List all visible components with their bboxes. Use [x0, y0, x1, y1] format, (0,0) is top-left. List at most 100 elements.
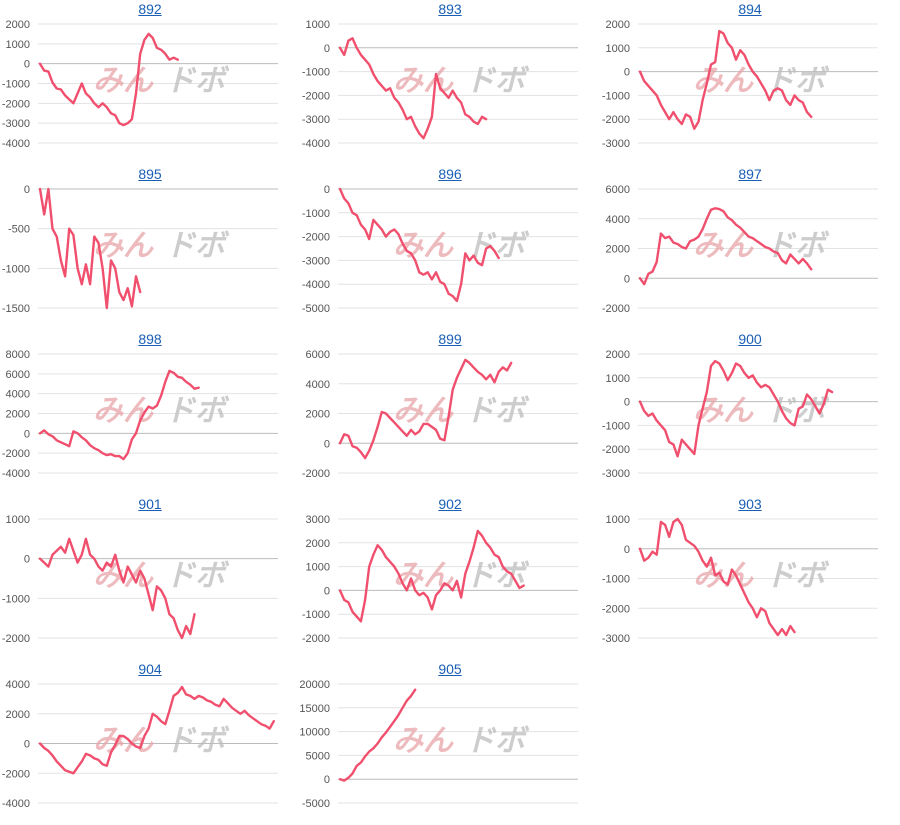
watermark: みん ドボ [93, 64, 230, 99]
y-tick-label: 0 [324, 774, 330, 786]
y-tick-label: -5000 [302, 303, 330, 315]
y-tick-label: 0 [324, 43, 330, 55]
svg-text:ドボ: ドボ [465, 64, 530, 99]
svg-text:みん: みん [93, 724, 154, 759]
chart-title-link[interactable]: 903 [738, 496, 762, 512]
y-tick-label: 0 [624, 544, 630, 556]
y-tick-label: -1000 [2, 593, 30, 605]
y-tick-label: 10000 [299, 727, 330, 739]
y-tick-label: -1000 [302, 67, 330, 79]
series-line [638, 359, 834, 458]
y-tick-label: -4000 [2, 138, 30, 150]
y-tick-label: -2000 [2, 768, 30, 780]
y-tick-label: 5000 [306, 750, 330, 762]
y-tick-label: 6000 [6, 369, 30, 381]
chart-title-link[interactable]: 897 [738, 166, 762, 182]
watermark: みん ドボ [93, 229, 230, 264]
y-tick-label: 0 [624, 273, 630, 285]
chart-title-link[interactable]: 893 [438, 1, 462, 17]
line-chart: 8000 6000 4000 2000 0 -2000 -4000 みん ドボ [2, 349, 278, 480]
chart-title-link[interactable]: 895 [138, 166, 162, 182]
y-tick-label: 2000 [6, 409, 30, 421]
svg-text:みん: みん [393, 724, 454, 759]
y-tick-label: -1000 [602, 574, 630, 586]
watermark: みん ドボ [93, 394, 230, 429]
watermark: みん ドボ [693, 559, 830, 594]
line-chart: 1000 0 -1000 -2000 -3000 -4000 みん ドボ [302, 19, 578, 150]
y-tick-label: -5000 [302, 798, 330, 810]
line-chart: 1000 0 -1000 -2000 -3000 みん ドボ [602, 514, 878, 645]
svg-text:みん: みん [93, 229, 154, 264]
chart-title-link[interactable]: 894 [738, 1, 762, 17]
chart-panel-893: 893 1000 0 -1000 -2000 -3000 -4000 みん ドボ [300, 0, 600, 165]
y-tick-label: 1000 [6, 39, 30, 51]
y-tick-label: 0 [624, 397, 630, 409]
svg-text:みん: みん [693, 229, 754, 264]
y-tick-label: 0 [24, 184, 30, 196]
chart-title-link[interactable]: 899 [438, 331, 462, 347]
y-tick-label: -2000 [602, 444, 630, 456]
svg-text:ドボ: ドボ [465, 724, 530, 759]
chart-panel-896: 896 0 -1000 -2000 -3000 -4000 -5000 みん ドボ [300, 165, 600, 330]
y-tick-label: -2000 [302, 90, 330, 102]
chart-title-link[interactable]: 898 [138, 331, 162, 347]
y-tick-label: -1000 [302, 609, 330, 621]
y-tick-label: -2000 [2, 633, 30, 645]
y-tick-label: 2000 [6, 19, 30, 31]
y-tick-label: 2000 [606, 244, 630, 256]
chart-panel-904: 904 4000 2000 0 -2000 -4000 みん ドボ [0, 660, 300, 825]
y-tick-label: 4000 [6, 679, 30, 691]
y-tick-label: -3000 [302, 114, 330, 126]
line-chart: 4000 2000 0 -2000 -4000 みん ドボ [2, 679, 278, 810]
y-tick-label: 2000 [306, 538, 330, 550]
watermark: みん ドボ [393, 724, 530, 759]
chart-panel-902: 902 3000 2000 1000 0 -1000 -2000 みん ドボ [300, 495, 600, 660]
chart-title-link[interactable]: 892 [138, 1, 162, 17]
chart-title-link[interactable]: 900 [738, 331, 762, 347]
watermark: みん ドボ [93, 559, 230, 594]
y-tick-label: -2000 [302, 232, 330, 244]
chart-title-link[interactable]: 902 [438, 496, 462, 512]
svg-text:ドボ: ドボ [165, 394, 230, 429]
series-line [338, 688, 417, 782]
y-tick-label: 1000 [606, 43, 630, 55]
line-chart: 2000 1000 0 -1000 -2000 -3000 -4000 みん ドボ [2, 19, 278, 150]
y-tick-label: 6000 [606, 184, 630, 196]
series-line [638, 207, 813, 286]
chart-title-link[interactable]: 905 [438, 661, 462, 677]
series-line [38, 32, 180, 127]
y-tick-label: 6000 [306, 349, 330, 361]
svg-text:みん: みん [393, 559, 454, 594]
chart-panel-895: 895 0 -500 -1000 -1500 みん ドボ [0, 165, 300, 330]
chart-panel-903: 903 1000 0 -1000 -2000 -3000 みん ドボ [600, 495, 900, 660]
y-tick-label: -500 [8, 224, 30, 236]
watermark: みん ドボ [393, 394, 530, 429]
y-tick-label: 0 [624, 67, 630, 79]
chart-panel-899: 899 6000 4000 2000 0 -2000 みん ドボ [300, 330, 600, 495]
y-tick-label: -2000 [2, 448, 30, 460]
y-tick-label: 0 [24, 554, 30, 566]
chart-title-link[interactable]: 901 [138, 496, 162, 512]
y-tick-label: -2000 [602, 603, 630, 615]
y-tick-label: 2000 [306, 409, 330, 421]
y-tick-label: -2000 [302, 633, 330, 645]
line-chart: 6000 4000 2000 0 -2000 みん ドボ [602, 184, 878, 315]
y-tick-label: 1000 [306, 19, 330, 31]
watermark: みん ドボ [93, 724, 230, 759]
line-chart: 2000 1000 0 -1000 -2000 -3000 みん ドボ [602, 19, 878, 150]
chart-panel-898: 898 8000 6000 4000 2000 0 -2000 -4000 みん ドボ [0, 330, 300, 495]
svg-text:ドボ: ドボ [765, 64, 830, 99]
y-tick-label: -1000 [302, 208, 330, 220]
svg-text:みん: みん [93, 64, 154, 99]
y-tick-label: 4000 [6, 389, 30, 401]
svg-text:ドボ: ドボ [165, 724, 230, 759]
chart-title-link[interactable]: 904 [138, 661, 162, 677]
svg-text:みん: みん [93, 394, 154, 429]
y-tick-label: 1000 [606, 514, 630, 526]
chart-title-link[interactable]: 896 [438, 166, 462, 182]
series-line [638, 517, 796, 637]
chart-panel-894: 894 2000 1000 0 -1000 -2000 -3000 みん ドボ [600, 0, 900, 165]
